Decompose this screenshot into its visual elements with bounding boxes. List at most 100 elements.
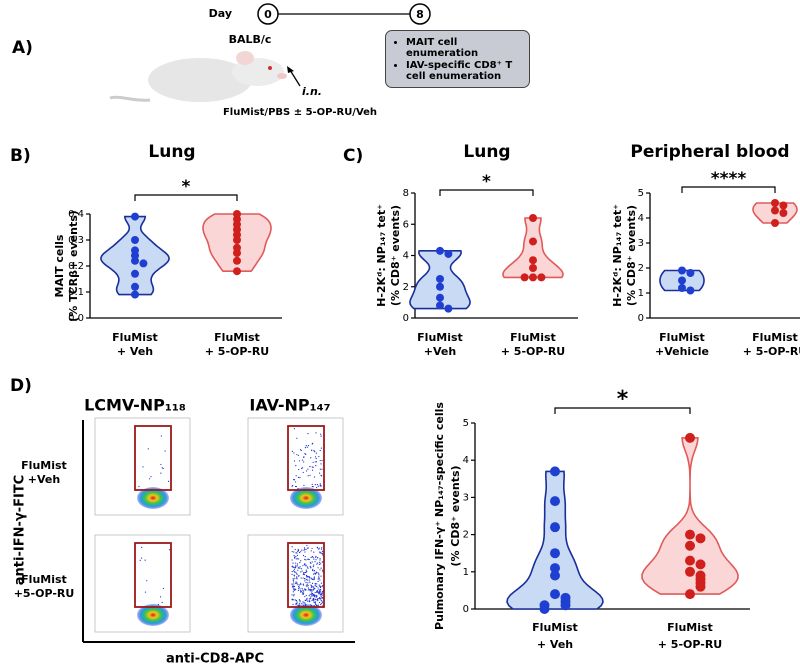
flow-event [311, 599, 313, 602]
flow-event [307, 475, 309, 477]
data-point [233, 236, 241, 244]
flow-event [307, 584, 309, 587]
data-point [771, 206, 779, 215]
flow-event [296, 565, 299, 567]
data-point [444, 304, 453, 313]
flow-event [293, 571, 296, 573]
flow-event [298, 587, 300, 590]
y-axis-label: (% CD8⁺ events) [449, 465, 462, 566]
flow-event [304, 563, 306, 565]
data-point [678, 284, 686, 292]
flow-event [319, 552, 321, 554]
flow-event [309, 465, 311, 468]
flow-event [313, 576, 316, 578]
flow-event [295, 599, 298, 602]
day-circle [257, 3, 279, 25]
flow-event [305, 571, 307, 573]
flow-event [312, 442, 314, 444]
flow-event [292, 581, 295, 583]
flow-event [310, 562, 312, 565]
flow-event [307, 547, 309, 549]
flow-event [311, 555, 314, 558]
flow-event [319, 459, 321, 462]
x-tick-label: FluMist [667, 621, 713, 634]
flow-event [301, 549, 303, 551]
flow-event [304, 595, 306, 598]
flow-event [298, 468, 300, 471]
flow-event [305, 569, 307, 571]
flow-event [304, 556, 306, 558]
flow-event [304, 558, 306, 561]
flow-event [299, 582, 302, 584]
flow-event [308, 577, 311, 579]
flow-event [298, 574, 300, 577]
flow-event [159, 596, 162, 598]
flow-event [305, 559, 307, 561]
flow-event [292, 603, 294, 605]
flow-event [315, 555, 317, 557]
data-point [779, 209, 788, 217]
x-tick-label: FluMist [214, 331, 260, 344]
flow-event [314, 450, 316, 453]
x-tick-label: + 5-OP-RU [743, 345, 800, 358]
x-tick-label: + Veh [117, 345, 153, 358]
flow-event [297, 550, 300, 552]
y-tick-label: 4 [463, 455, 469, 466]
readout-item: IAV-specific CD8⁺ T cell enumeration [406, 60, 523, 82]
flow-event [319, 585, 321, 587]
flow-event [305, 548, 307, 550]
flow-event [296, 437, 298, 439]
flow-event [150, 476, 152, 478]
flow-event [299, 551, 301, 554]
flow-event [317, 578, 319, 580]
flow-event [294, 599, 296, 601]
flow-event [294, 577, 296, 579]
y-tick-label: 1 [463, 567, 469, 578]
flow-event [298, 586, 300, 589]
flow-column-label: IAV-NP₁₄₇ [249, 396, 330, 415]
flow-event [318, 601, 320, 604]
flow-event [303, 572, 305, 574]
data-point [560, 600, 571, 611]
data-point [436, 274, 444, 283]
flow-event [300, 551, 302, 553]
flow-population [290, 487, 322, 509]
flow-event [311, 449, 313, 451]
flow-event [305, 585, 307, 587]
flow-event [312, 588, 315, 590]
flow-event [306, 597, 308, 600]
flow-event [295, 475, 297, 477]
flow-event [297, 454, 299, 457]
flow-event [312, 573, 315, 575]
flow-event [321, 585, 324, 587]
flow-event [295, 562, 297, 564]
flow-event [302, 591, 304, 594]
flow-event [309, 593, 311, 595]
flow-event [296, 573, 298, 575]
flow-event [321, 600, 323, 602]
flow-event [302, 583, 304, 585]
flow-event [321, 561, 323, 563]
flow-plots [94, 417, 344, 633]
flow-event [146, 580, 148, 582]
flow-event [302, 471, 304, 474]
treatment-label: FluMist/PBS ± 5-OP-RU/Veh [223, 107, 377, 118]
flow-row-label: FluMist [21, 459, 67, 472]
flow-event [314, 602, 316, 604]
flow-event [307, 567, 309, 569]
flow-event [295, 564, 297, 566]
flow-event [302, 564, 304, 567]
flow-event [320, 594, 322, 596]
flow-event [320, 597, 322, 599]
flow-event [293, 479, 296, 481]
flow-event [305, 578, 307, 581]
flow-event [147, 448, 149, 450]
flow-event [302, 467, 304, 469]
flow-event [307, 589, 310, 591]
data-point [233, 249, 241, 257]
flow-event [321, 552, 323, 555]
day-label: Day [209, 7, 232, 20]
flow-event [315, 571, 317, 573]
data-point [771, 219, 779, 227]
flow-event [164, 450, 166, 452]
